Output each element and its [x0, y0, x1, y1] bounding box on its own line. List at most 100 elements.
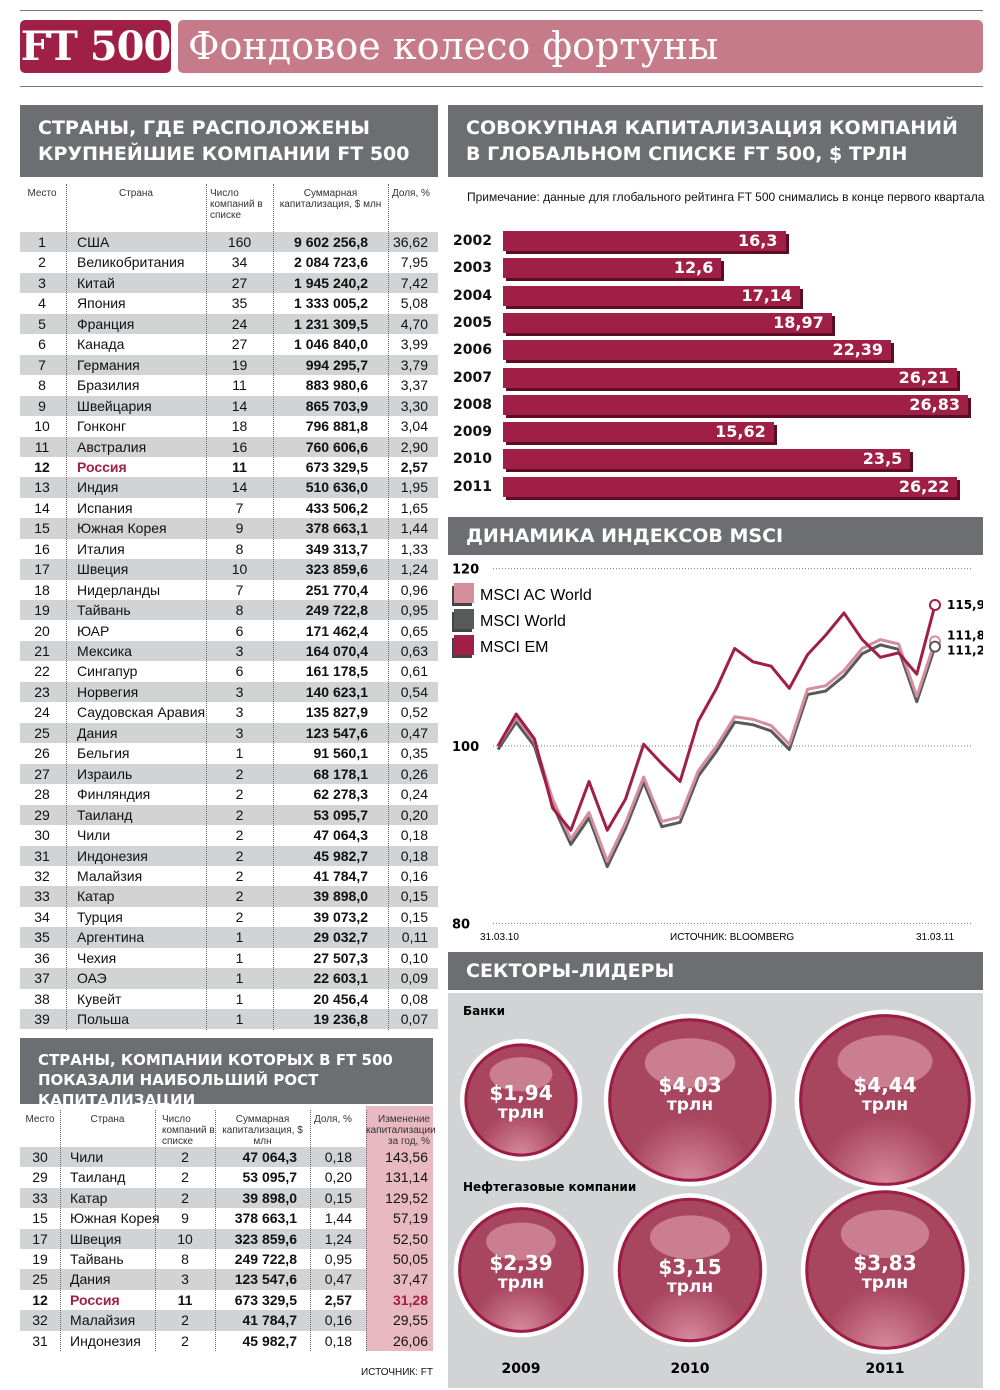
place-cell: 20 — [34, 622, 50, 639]
share-cell: 0,61 — [400, 663, 428, 680]
place-cell: 12 — [32, 1291, 48, 1308]
table-row: 12 Россия 11 673 329,5 2,57 — [20, 457, 438, 477]
company-count-cell: 11 — [232, 377, 247, 394]
total-cap-cell: 171 462,4 — [305, 622, 368, 639]
growth-table-title: СТРАНЫ, КОМПАНИИ КОТОРЫХ В FT 500 ПОКАЗА… — [20, 1038, 433, 1109]
country-cell: ЮАР — [77, 622, 110, 639]
share-cell: 0,35 — [400, 745, 428, 762]
column-header: Место — [25, 1114, 55, 1125]
company-count-cell: 3 — [181, 1271, 189, 1288]
share-cell: 0,15 — [400, 888, 428, 905]
country-cell: Швеция — [77, 561, 129, 578]
country-cell: Мексика — [77, 643, 132, 659]
place-cell: 16 — [34, 540, 50, 557]
countries-table-title: СТРАНЫ, ГДЕ РАСПОЛОЖЕНЫ КРУПНЕЙШИЕ КОМПА… — [20, 105, 438, 177]
total-cap-cell: 47 064,3 — [313, 827, 369, 844]
total-cap-cell: 22 603,1 — [313, 970, 369, 987]
country-cell: Саудовская Аравия — [77, 704, 206, 721]
change-cell: 131,14 — [366, 1167, 433, 1188]
column-separator — [388, 184, 389, 1030]
company-count-cell: 3 — [235, 704, 244, 721]
table-row: 29 Таиланд 2 53 095,7 0,20 — [20, 804, 438, 825]
company-count-cell: 1 — [235, 990, 244, 1007]
total-cap-cell: 1 945 240,2 — [294, 274, 368, 291]
company-count-cell: 2 — [235, 765, 244, 782]
bubble-unit: трлн — [498, 1103, 544, 1123]
total-cap-cell: 62 278,3 — [313, 786, 369, 803]
company-count-cell: 24 — [231, 315, 248, 332]
place-cell: 18 — [34, 581, 50, 598]
company-count-cell: 35 — [231, 295, 248, 312]
total-cap-cell: 45 982,7 — [242, 1332, 298, 1349]
end-point-marker — [929, 640, 941, 653]
share-cell: 0,18 — [400, 847, 428, 864]
share-cell: 1,24 — [400, 561, 428, 578]
total-cap-cell: 9 602 256,8 — [294, 234, 368, 250]
share-cell: 0,15 — [324, 1189, 352, 1206]
total-cap-cell: 41 784,7 — [242, 1312, 298, 1329]
bar-year-label: 2005 — [453, 314, 492, 331]
title-line: ПОКАЗАЛИ НАИБОЛЬШИЙ РОСТ КАПИТАЛИЗАЦИИ — [38, 1071, 319, 1109]
company-count-cell: 160 — [227, 234, 252, 250]
company-count-cell: 19 — [231, 356, 248, 373]
top-rule — [20, 10, 983, 11]
place-cell: 17 — [32, 1230, 48, 1247]
country-cell: Великобритания — [77, 254, 185, 271]
bubble-highlight — [840, 1209, 930, 1258]
total-cap-cell: 865 703,9 — [305, 397, 368, 414]
country-cell: ОАЭ — [77, 970, 107, 987]
country-cell: Франция — [77, 315, 135, 332]
capitalization-chart-title: СОВОКУПНАЯ КАПИТАЛИЗАЦИЯ КОМПАНИЙ В ГЛОБ… — [448, 105, 983, 177]
change-cell: 143,56 — [366, 1147, 433, 1168]
change-cell: 57,19 — [366, 1208, 433, 1229]
company-count-cell: 18 — [231, 418, 248, 435]
share-cell: 1,44 — [400, 520, 428, 537]
total-cap-cell: 378 663,1 — [305, 520, 368, 537]
capitalization-bar: 15,62 — [503, 422, 774, 443]
total-cap-cell: 323 859,6 — [234, 1230, 297, 1247]
table-row: 19 Тайвань 8 249 722,8 0,95 — [20, 600, 438, 621]
table-row: 14 Испания 7 433 506,2 1,65 — [20, 498, 438, 518]
share-cell: 0,24 — [400, 786, 428, 803]
company-count-cell: 2 — [235, 806, 244, 823]
company-count-cell: 16 — [231, 438, 248, 455]
total-cap-cell: 53 095,7 — [313, 806, 369, 823]
company-count-cell: 6 — [235, 663, 244, 680]
place-cell: 4 — [38, 295, 46, 312]
place-cell: 15 — [32, 1210, 48, 1227]
table-row: 34 Турция 2 39 073,2 0,15 — [20, 907, 438, 927]
total-cap-cell: 20 456,4 — [313, 990, 369, 1007]
place-cell: 27 — [34, 765, 50, 782]
total-cap-cell: 251 770,4 — [305, 581, 368, 598]
company-count-cell: 3 — [235, 643, 244, 659]
place-cell: 37 — [34, 970, 50, 987]
country-cell: Таиланд — [70, 1169, 126, 1186]
y-tick-label: 100 — [452, 740, 479, 755]
change-cell: 29,55 — [366, 1310, 433, 1331]
msci-chart-title: ДИНАМИКА ИНДЕКСОВ MSCI — [448, 517, 983, 555]
place-cell: 15 — [34, 520, 50, 537]
total-cap-cell: 760 606,6 — [305, 438, 368, 455]
share-cell: 0,26 — [400, 765, 428, 782]
bubble-unit: трлн — [862, 1273, 908, 1293]
table-row: 33 Катар 2 39 898,0 0,15 — [20, 886, 438, 907]
chart-source: ИСТОЧНИК: BLOOMBERG — [670, 932, 794, 943]
bubble-highlight — [644, 1038, 736, 1088]
place-cell: 25 — [32, 1271, 48, 1288]
country-cell: Нидерланды — [77, 581, 161, 598]
share-cell: 0,15 — [400, 908, 428, 925]
share-cell: 0,18 — [324, 1149, 352, 1165]
share-cell: 1,33 — [400, 540, 428, 557]
sector-label: Банки — [463, 1004, 505, 1018]
total-cap-cell: 68 178,1 — [313, 765, 369, 782]
country-cell: Таиланд — [77, 806, 133, 823]
total-cap-cell: 47 064,3 — [242, 1149, 298, 1165]
place-cell: 29 — [34, 806, 50, 823]
table-row: 23 Норвегия 3 140 623,1 0,54 — [20, 681, 438, 703]
share-cell: 0,52 — [400, 704, 428, 721]
table-row: 9 Швейцария 14 865 703,9 3,30 — [20, 395, 438, 416]
x-tick-label: 31.03.11 — [916, 932, 955, 943]
total-cap-cell: 53 095,7 — [242, 1169, 298, 1186]
table-row: 16 Италия 8 349 313,7 1,33 — [20, 539, 438, 559]
country-cell: Испания — [77, 499, 133, 516]
